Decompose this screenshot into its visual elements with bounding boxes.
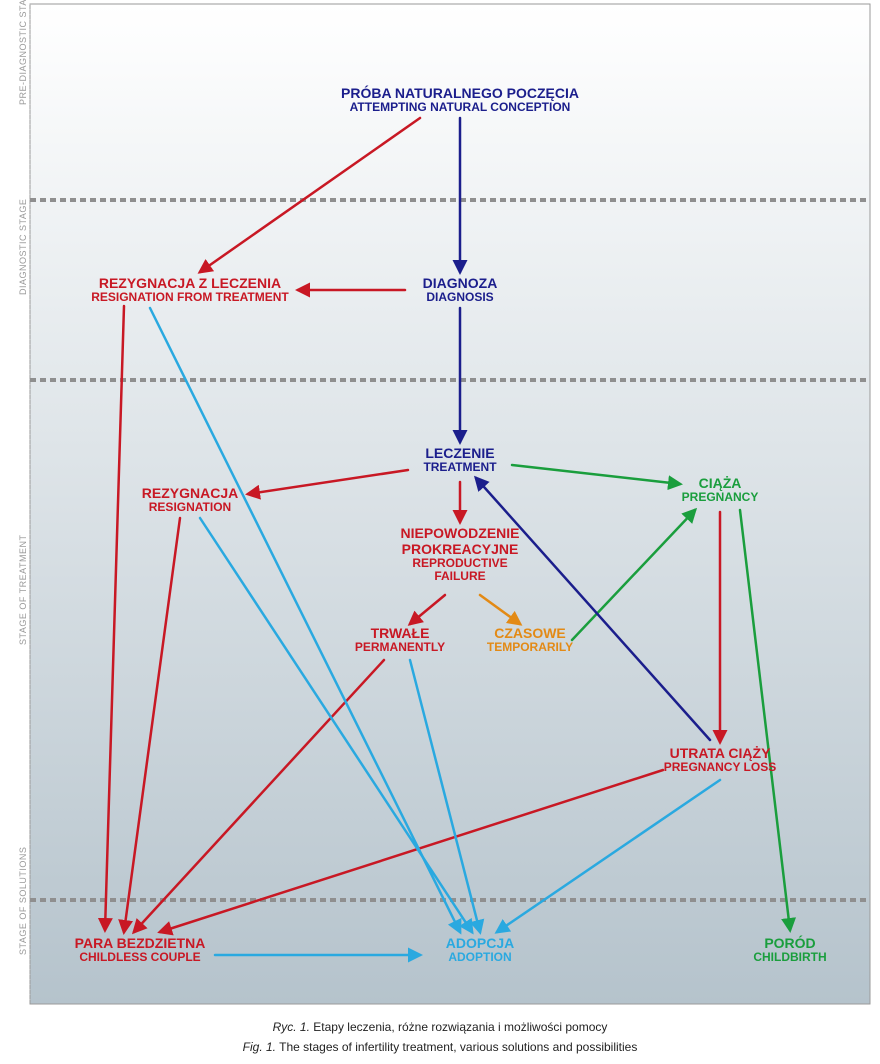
node-n_attempt: PRÓBA NATURALNEGO POCZĘCIAATTEMPTING NAT…: [341, 86, 579, 115]
node-n_birth: PORÓDCHILDBIRTH: [753, 936, 826, 965]
caption-pl-prefix: Ryc. 1.: [273, 1020, 310, 1034]
node-label-en: REPRODUCTIVEFAILURE: [400, 557, 519, 583]
node-n_loss: UTRATA CIĄŻYPREGNANCY LOSS: [664, 746, 776, 775]
node-label-pl: PRÓBA NATURALNEGO POCZĘCIA: [341, 86, 579, 101]
caption-pl-text: Etapy leczenia, różne rozwiązania i możl…: [313, 1020, 607, 1034]
caption-en-text: The stages of infertility treatment, var…: [279, 1040, 637, 1054]
node-n_resign2: REZYGNACJARESIGNATION: [142, 486, 238, 515]
node-label-pl: REZYGNACJA Z LECZENIA: [91, 276, 289, 291]
node-label-pl: PARA BEZDZIETNA: [75, 936, 206, 951]
node-label-pl: REZYGNACJA: [142, 486, 238, 501]
node-label-pl: PORÓD: [753, 936, 826, 951]
node-label-en: PREGNANCY LOSS: [664, 761, 776, 774]
node-label-en: CHILDLESS COUPLE: [75, 951, 206, 964]
node-label-en: CHILDBIRTH: [753, 951, 826, 964]
node-n_failure: NIEPOWODZENIEPROKREACYJNEREPRODUCTIVEFAI…: [400, 526, 519, 583]
diagram-root: PRÓBA NATURALNEGO POCZĘCIAATTEMPTING NAT…: [0, 0, 880, 1064]
node-label-en: TEMPORARILY: [487, 641, 573, 654]
node-label-en: DIAGNOSIS: [423, 291, 498, 304]
caption-en: Fig. 1. The stages of infertility treatm…: [0, 1040, 880, 1054]
node-label-pl: NIEPOWODZENIEPROKREACYJNE: [400, 526, 519, 557]
node-label-en: PERMANENTLY: [355, 641, 445, 654]
node-label-en: TREATMENT: [423, 461, 496, 474]
node-label-en: RESIGNATION FROM TREATMENT: [91, 291, 289, 304]
node-label-en: RESIGNATION: [142, 501, 238, 514]
node-n_temp: CZASOWETEMPORARILY: [487, 626, 573, 655]
stage-label: DIAGNOSTIC STAGE: [18, 199, 28, 295]
node-label-pl: UTRATA CIĄŻY: [664, 746, 776, 761]
caption-pl: Ryc. 1. Etapy leczenia, różne rozwiązani…: [0, 1020, 880, 1034]
node-n_adoption: ADOPCJAADOPTION: [446, 936, 514, 965]
node-label-pl: CZASOWE: [487, 626, 573, 641]
caption-en-prefix: Fig. 1.: [243, 1040, 276, 1054]
node-n_perm: TRWAŁEPERMANENTLY: [355, 626, 445, 655]
stage-label: STAGE OF TREATMENT: [18, 534, 28, 645]
node-label-pl: CIĄŻA: [682, 476, 759, 491]
node-label-pl: ADOPCJA: [446, 936, 514, 951]
node-label-pl: DIAGNOZA: [423, 276, 498, 291]
stage-label: PRE-DIAGNOSTIC STAGE: [18, 0, 28, 105]
node-n_resign1: REZYGNACJA Z LECZENIARESIGNATION FROM TR…: [91, 276, 289, 305]
node-n_diagnosis: DIAGNOZADIAGNOSIS: [423, 276, 498, 305]
node-label-pl: TRWAŁE: [355, 626, 445, 641]
node-n_treatment: LECZENIETREATMENT: [423, 446, 496, 475]
node-label-pl: LECZENIE: [423, 446, 496, 461]
stage-label: STAGE OF SOLUTIONS: [18, 847, 28, 955]
node-label-en: ATTEMPTING NATURAL CONCEPTION: [341, 101, 579, 114]
node-n_pregnancy: CIĄŻAPREGNANCY: [682, 476, 759, 505]
node-label-en: PREGNANCY: [682, 491, 759, 504]
node-n_childless: PARA BEZDZIETNACHILDLESS COUPLE: [75, 936, 206, 965]
node-label-en: ADOPTION: [446, 951, 514, 964]
